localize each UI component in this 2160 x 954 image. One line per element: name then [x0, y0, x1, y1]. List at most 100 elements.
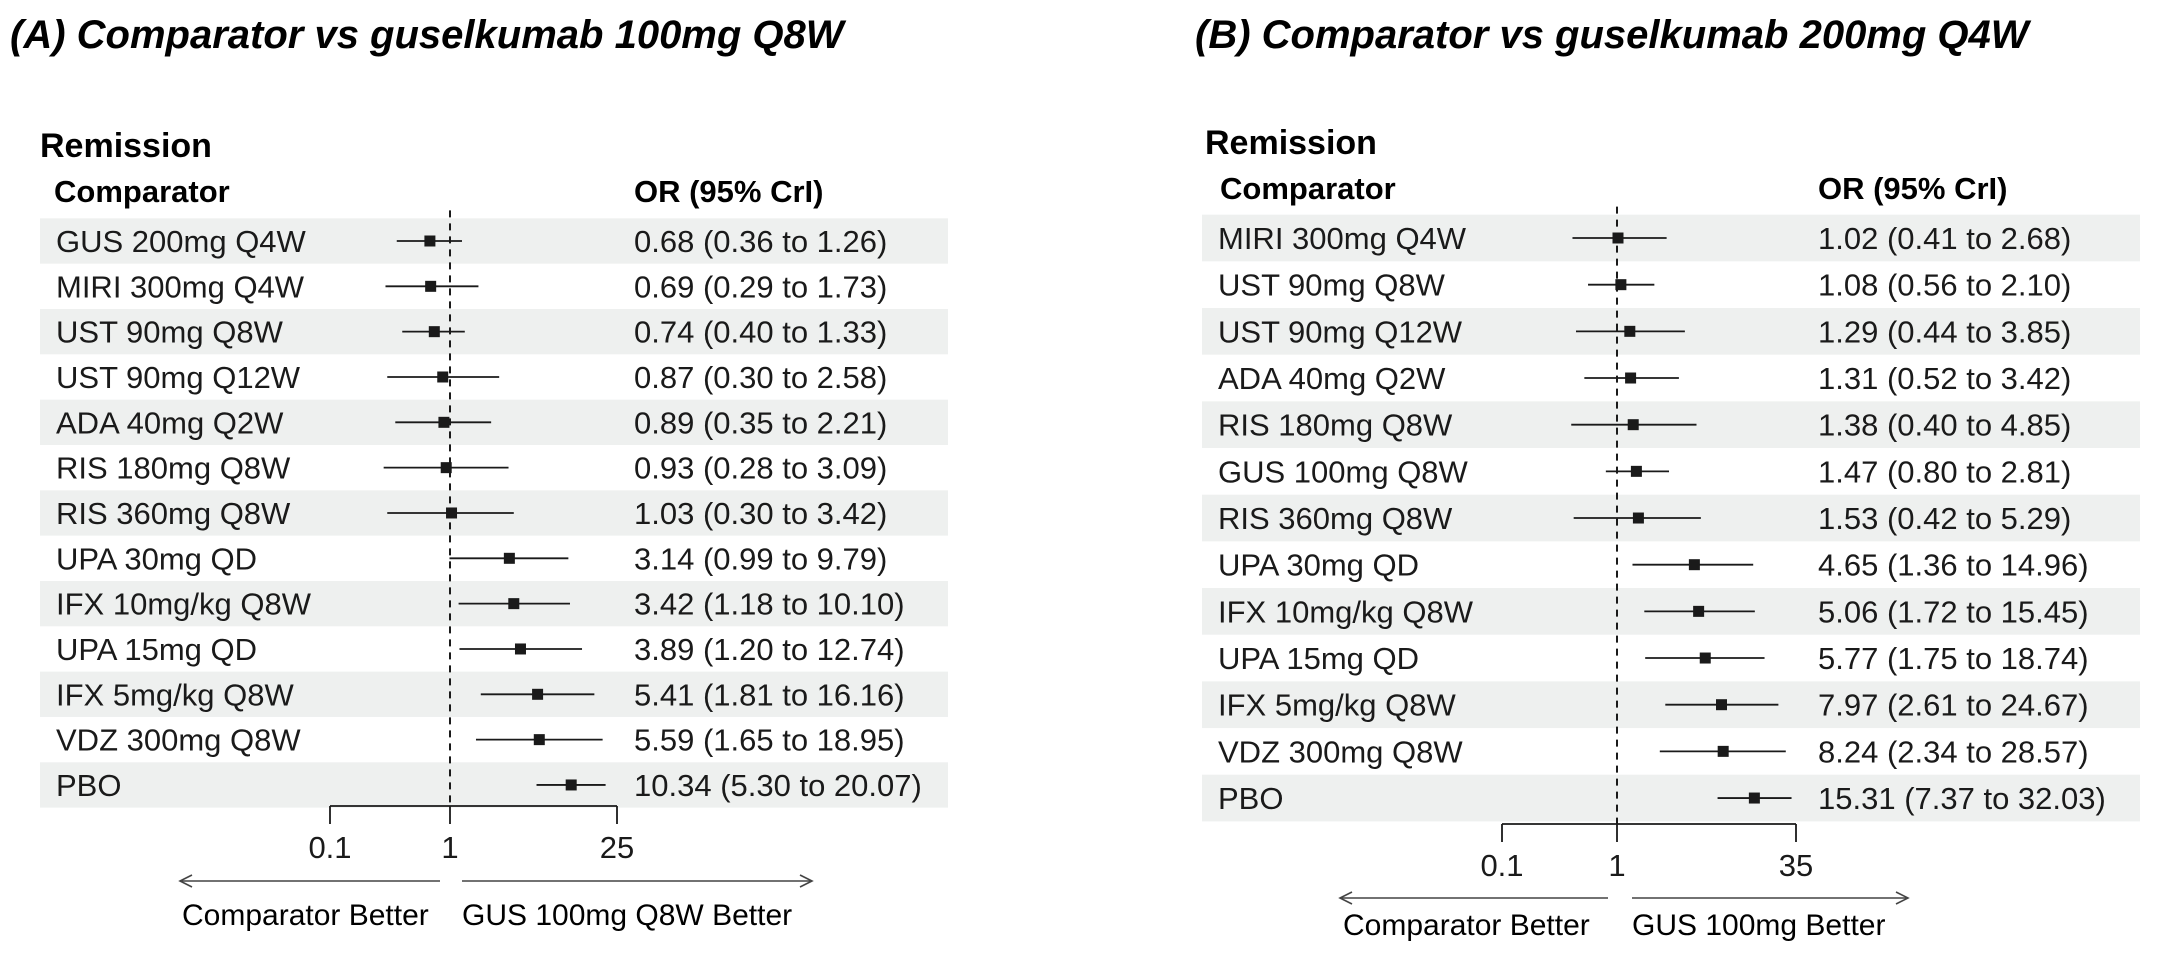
panel-a-row-label: PBO — [56, 768, 121, 803]
panel-a-row-estimate: 0.93 (0.28 to 3.09) — [634, 451, 887, 486]
panel-b-x-axis: 0.1 1 35 — [1338, 823, 1910, 905]
panel-b-row-estimate: 5.06 (1.72 to 15.45) — [1818, 594, 2089, 629]
panel-b-row-label: IFX 5mg/kg Q8W — [1218, 688, 1456, 723]
panel-a-row-estimate: 1.03 (0.30 to 3.42) — [634, 496, 887, 531]
panel-b-row-label: IFX 10mg/kg Q8W — [1218, 594, 1474, 629]
panel-b-row-label: UPA 30mg QD — [1218, 548, 1419, 583]
panel-b-point-estimate — [1630, 465, 1642, 477]
panel-b-row-estimate: 1.53 (0.42 to 5.29) — [1818, 501, 2071, 536]
panel-a-point-estimate — [428, 326, 440, 338]
panel-b-title: (B) Comparator vs guselkumab 200mg Q4W — [1195, 13, 2032, 57]
panel-a-row-label: RIS 180mg Q8W — [56, 451, 291, 486]
panel-a-direction-right: GUS 100mg Q8W Better — [462, 899, 792, 932]
panel-b-point-estimate — [1612, 232, 1624, 244]
panel-a-point-estimate — [437, 371, 449, 383]
panel-a-row-label: UST 90mg Q12W — [56, 360, 301, 395]
panel-b-rows: MIRI 300mg Q4W 1.02 (0.41 to 2.68) UST 90m… — [1202, 206, 2140, 824]
panel-a-row-label: GUS 200mg Q4W — [56, 224, 307, 259]
panel-b-direction-left: Comparator Better — [1343, 909, 1590, 942]
panel-a-tick-label: 1 — [441, 830, 458, 865]
panel-b-direction-right: GUS 100mg Better — [1632, 909, 1885, 942]
panel-a-row-stripe — [40, 399, 948, 445]
panel-b-row-estimate: 7.97 (2.61 to 24.67) — [1818, 688, 2089, 723]
panel-a-estimate-header: OR (95% CrI) — [634, 174, 823, 209]
panel-b-point-estimate — [1748, 792, 1760, 804]
panel-a-row-label: IFX 10mg/kg Q8W — [56, 587, 312, 622]
panel-a-point-estimate — [565, 779, 577, 791]
panel-b-row-estimate: 1.38 (0.40 to 4.85) — [1818, 408, 2071, 443]
panel-a-point-estimate — [508, 598, 520, 610]
panel-a-title: (A) Comparator vs guselkumab 100mg Q8W — [10, 13, 847, 57]
panel-a-row-estimate: 3.14 (0.99 to 9.79) — [634, 541, 887, 576]
panel-a-direction-left: Comparator Better — [182, 899, 429, 932]
panel-a-arrow-right-head — [799, 874, 814, 888]
panel-a-row-label: MIRI 300mg Q4W — [56, 269, 305, 304]
panel-a-comparator-header: Comparator — [54, 174, 230, 209]
panel-b-row-stripe — [1202, 214, 2140, 262]
panel-a-point-estimate — [440, 462, 452, 474]
panel-b-section-label: Remission — [1205, 124, 1377, 162]
panel-b-row-estimate: 1.31 (0.52 to 3.42) — [1818, 361, 2071, 396]
panel-a-tick-label: 25 — [600, 830, 634, 865]
panel-b-row-label: ADA 40mg Q2W — [1218, 361, 1446, 396]
panel-a-row-estimate: 3.42 (1.18 to 10.10) — [634, 587, 905, 622]
panel-a-arrow-left-head — [178, 874, 193, 888]
panel-b-row-label: RIS 360mg Q8W — [1218, 501, 1453, 536]
panel-b-row-estimate: 1.08 (0.56 to 2.10) — [1818, 268, 2071, 303]
panel-a-row-label: VDZ 300mg Q8W — [56, 723, 301, 758]
panel-a-row-label: UPA 30mg QD — [56, 541, 257, 576]
panel-a-point-estimate — [514, 643, 526, 655]
panel-b-row-estimate: 1.02 (0.41 to 2.68) — [1818, 221, 2071, 256]
panel-a-tick-label: 0.1 — [308, 830, 351, 865]
panel-a-row-estimate: 0.89 (0.35 to 2.21) — [634, 405, 887, 440]
panel-b-row-label: UST 90mg Q8W — [1218, 268, 1446, 303]
panel-b-row-stripe — [1202, 774, 2140, 822]
panel-b-comparator-header: Comparator — [1220, 171, 1396, 206]
panel-b-row-estimate: 4.65 (1.36 to 14.96) — [1818, 548, 2089, 583]
panel-b-row-label: MIRI 300mg Q4W — [1218, 221, 1467, 256]
panel-b-tick-label: 35 — [1779, 848, 1813, 883]
panel-b-row-estimate: 5.77 (1.75 to 18.74) — [1818, 641, 2089, 676]
panel-b-arrow-right-head — [1895, 891, 1910, 905]
panel-a-row-estimate: 0.68 (0.36 to 1.26) — [634, 224, 887, 259]
panel-b-tick-label: 1 — [1608, 848, 1625, 883]
panel-a-row-estimate: 5.41 (1.81 to 16.16) — [634, 677, 905, 712]
panel-a: (A) Comparator vs guselkumab 100mg Q8W R… — [10, 13, 948, 932]
panel-b-estimate-header: OR (95% CrI) — [1818, 171, 2007, 206]
panel-b-row-estimate: 15.31 (7.37 to 32.03) — [1818, 781, 2106, 816]
panel-a-row-label: UPA 15mg QD — [56, 632, 257, 667]
panel-b-row-label: VDZ 300mg Q8W — [1218, 734, 1463, 769]
panel-a-row-estimate: 0.69 (0.29 to 1.73) — [634, 269, 887, 304]
panel-b-point-estimate — [1688, 559, 1700, 571]
panel-a-point-estimate — [424, 235, 436, 247]
panel-a-row-estimate: 10.34 (5.30 to 20.07) — [634, 768, 922, 803]
panel-a-section-label: Remission — [40, 127, 212, 165]
panel-b-row-estimate: 1.29 (0.44 to 3.85) — [1818, 314, 2071, 349]
panel-a-row-stripe — [40, 762, 948, 808]
panel-a-row-estimate: 0.87 (0.30 to 2.58) — [634, 360, 887, 395]
panel-b-row-estimate: 1.47 (0.80 to 2.81) — [1818, 454, 2071, 489]
panel-a-x-axis: 0.1 1 25 — [178, 805, 814, 888]
panel-a-row-label: IFX 5mg/kg Q8W — [56, 677, 294, 712]
panel-b-row-label: RIS 180mg Q8W — [1218, 408, 1453, 443]
panel-b-row-label: UST 90mg Q12W — [1218, 314, 1463, 349]
panel-b-row-label: PBO — [1218, 781, 1283, 816]
panel-b-point-estimate — [1699, 652, 1711, 664]
panel-a-row-estimate: 5.59 (1.65 to 18.95) — [634, 723, 905, 758]
panel-b-point-estimate — [1624, 325, 1636, 337]
panel-b-point-estimate — [1615, 279, 1627, 291]
panel-b-row-label: UPA 15mg QD — [1218, 641, 1419, 676]
panel-b-arrow-left-head — [1338, 891, 1353, 905]
panel-a-row-label: ADA 40mg Q2W — [56, 405, 284, 440]
panel-a-point-estimate — [446, 507, 458, 519]
panel-a-point-estimate — [438, 416, 450, 428]
panel-a-point-estimate — [503, 552, 515, 564]
panel-b-row-label: GUS 100mg Q8W — [1218, 454, 1469, 489]
panel-b-tick-label: 0.1 — [1480, 848, 1523, 883]
panel-a-row-stripe — [40, 308, 948, 355]
panel-a-row-estimate: 0.74 (0.40 to 1.33) — [634, 315, 887, 350]
panel-a-point-estimate — [533, 734, 545, 746]
panel-b-point-estimate — [1625, 372, 1637, 384]
panel-b-point-estimate — [1717, 745, 1729, 757]
